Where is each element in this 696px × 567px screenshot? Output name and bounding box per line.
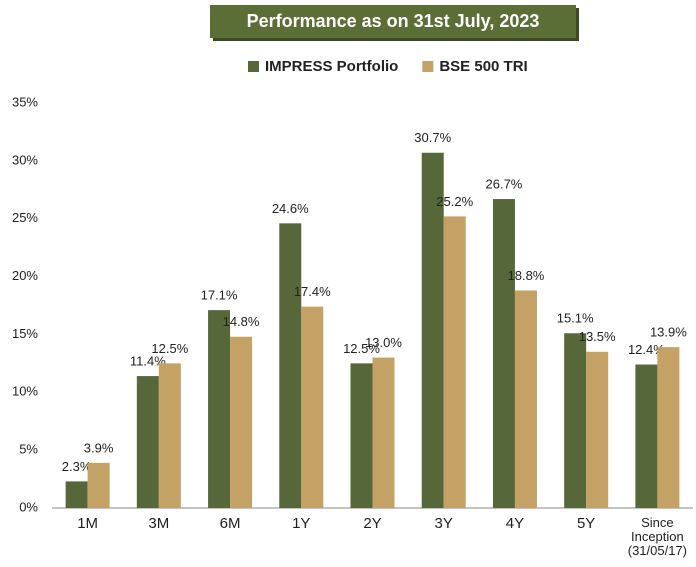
value-label: 12.5% xyxy=(151,341,188,356)
y-tick-label: 25% xyxy=(12,210,38,225)
legend-swatch xyxy=(422,61,434,72)
y-tick-label: 15% xyxy=(12,326,38,341)
y-tick-label: 0% xyxy=(19,499,38,514)
value-label: 30.7% xyxy=(414,130,451,145)
value-label: 25.2% xyxy=(436,194,473,209)
y-tick-label: 5% xyxy=(19,442,38,457)
bar xyxy=(657,347,680,508)
value-label: 18.8% xyxy=(508,268,545,283)
value-label: 13.5% xyxy=(579,329,616,344)
value-label: 26.7% xyxy=(486,176,523,191)
value-label: 13.0% xyxy=(365,335,402,350)
legend-label: IMPRESS Portfolio xyxy=(265,58,398,75)
y-tick-label: 35% xyxy=(12,94,38,109)
value-label: 17.4% xyxy=(294,284,331,299)
value-label: 2.3% xyxy=(62,459,92,474)
legend-label: BSE 500 TRI xyxy=(439,58,527,75)
x-tick-label: 1Y xyxy=(292,515,311,532)
value-label: 11.4% xyxy=(130,354,166,369)
bar xyxy=(372,357,395,508)
y-tick-label: 10% xyxy=(12,384,38,399)
bar xyxy=(514,290,537,508)
bar xyxy=(136,376,159,508)
x-tick-label: 6M xyxy=(219,515,241,532)
bar xyxy=(208,310,231,508)
value-label: 15.1% xyxy=(557,311,594,326)
bar xyxy=(443,216,466,508)
bar xyxy=(492,199,515,509)
title-box xyxy=(210,5,576,38)
legend-swatch xyxy=(248,61,259,72)
bar xyxy=(65,481,88,508)
value-label: 13.9% xyxy=(650,325,687,340)
x-tick-label: 5Y xyxy=(576,515,596,532)
bar xyxy=(350,363,373,508)
x-tick-label: 3Y xyxy=(434,515,453,532)
value-label: 14.8% xyxy=(223,314,260,329)
y-tick-label: 30% xyxy=(12,152,38,167)
x-tick-label: 1M xyxy=(77,515,99,532)
bar xyxy=(635,364,658,508)
bar xyxy=(158,363,181,508)
y-tick-label: 20% xyxy=(12,268,38,283)
x-tick-label: Since Inception (31/05/17) xyxy=(627,515,687,558)
bar xyxy=(279,223,302,509)
bar xyxy=(87,462,110,508)
x-tick-label: 4Y xyxy=(505,515,525,532)
chart-title: Performance as on 31st July, 2023 xyxy=(247,11,540,31)
bar xyxy=(564,333,587,508)
value-label: 12.4% xyxy=(628,342,665,357)
bar xyxy=(586,351,609,508)
value-label: 12.5% xyxy=(343,341,380,356)
bar xyxy=(301,306,324,508)
x-tick-label: 2Y xyxy=(363,515,382,532)
value-label: 24.6% xyxy=(272,201,309,216)
bar xyxy=(421,152,444,508)
value-label: 3.9% xyxy=(84,440,114,455)
bar xyxy=(230,336,253,508)
value-label: 17.1% xyxy=(201,288,238,303)
x-tick-label: 3M xyxy=(148,515,170,532)
